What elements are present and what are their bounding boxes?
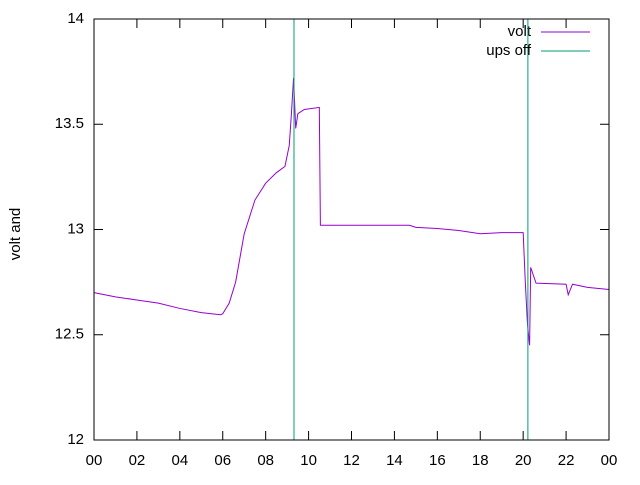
x-tick-label: 16: [429, 452, 446, 469]
y-tick-label: 12: [67, 431, 84, 448]
series-line: [293, 19, 529, 440]
x-tick-label: 12: [343, 452, 360, 469]
x-tick-label: 04: [171, 452, 188, 469]
x-tick-label: 00: [86, 452, 103, 469]
y-tick-label: 12.5: [55, 326, 84, 343]
legend-label: ups off: [486, 42, 532, 59]
y-tick-label: 13.5: [55, 115, 84, 132]
y-tick-label: 13: [67, 220, 84, 237]
plot-frame: [93, 18, 610, 441]
x-tick-label: 02: [129, 452, 146, 469]
x-tick-label: 20: [515, 452, 532, 469]
x-tick-label: 06: [214, 452, 231, 469]
x-tick-label: 14: [386, 452, 403, 469]
x-tick-label: 10: [300, 452, 317, 469]
y-tick-label: 14: [67, 10, 84, 27]
series-line: [93, 77, 610, 346]
x-tick-label: 08: [257, 452, 274, 469]
legend-label: volt: [508, 23, 532, 40]
x-tick-label: 00: [601, 452, 618, 469]
x-tick-label: 18: [472, 452, 489, 469]
x-tick-label: 22: [558, 452, 575, 469]
y-axis-label: volt and: [7, 208, 24, 261]
